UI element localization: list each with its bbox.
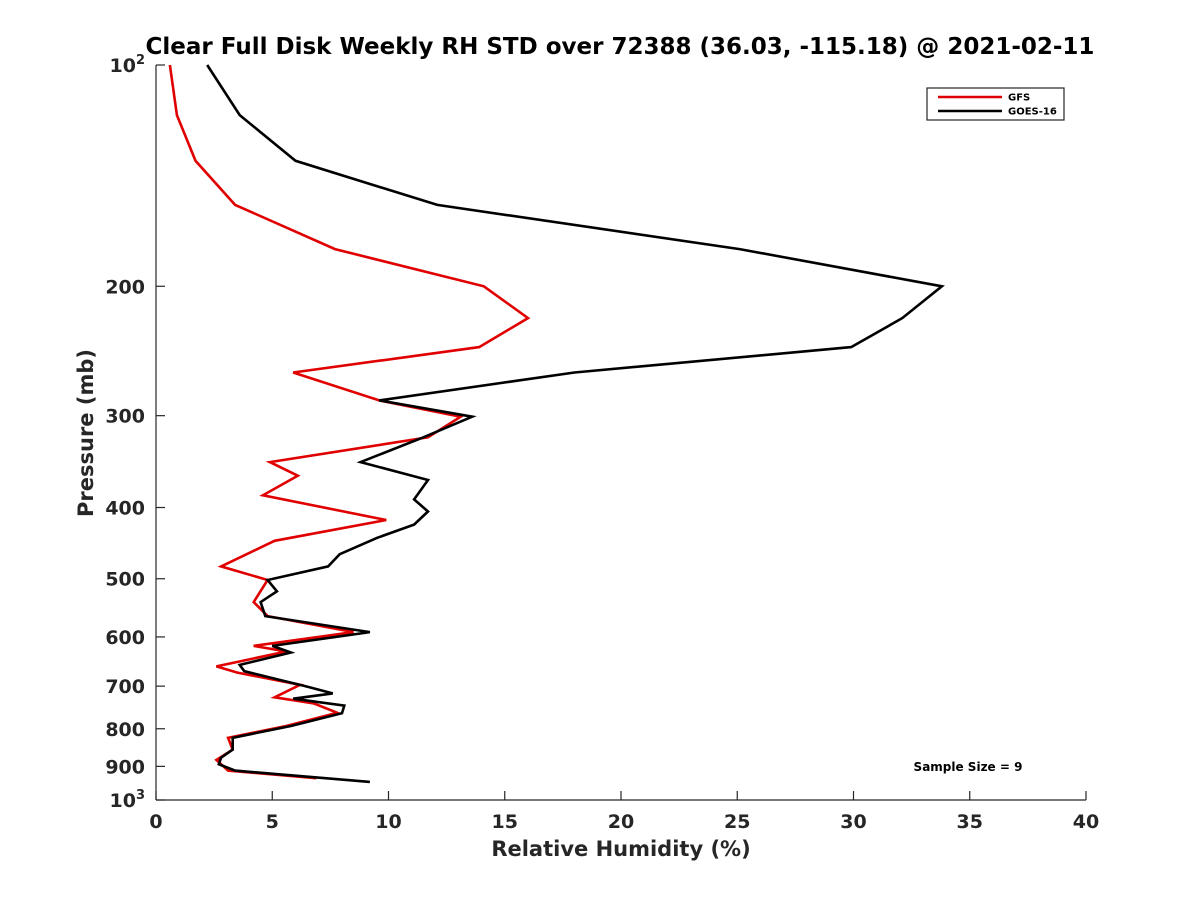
x-tick-label: 30 xyxy=(840,811,866,833)
legend-label: GFS xyxy=(1008,93,1030,104)
x-axis-label: Relative Humidity (%) xyxy=(491,837,750,861)
x-tick-label: 20 xyxy=(608,811,634,833)
legend: GFS GOES-16 xyxy=(926,87,1065,121)
x-axis-ticks: 0 5 10 15 20 25 30 35 40 xyxy=(149,791,1099,833)
x-tick-label: 15 xyxy=(492,811,518,833)
y-tick-label: 200 xyxy=(105,276,145,298)
y-tick-label: 900 xyxy=(105,756,145,778)
y-tick-label: 102 xyxy=(110,53,146,77)
y-tick-label: 700 xyxy=(105,676,145,698)
y-axis-label: Pressure (mb) xyxy=(74,349,98,517)
sample-size-annotation: Sample Size = 9 xyxy=(914,760,1023,774)
x-tick-label: 0 xyxy=(149,811,162,833)
series-layer xyxy=(168,64,945,784)
y-tick-label: 600 xyxy=(105,627,145,649)
y-tick-label: 400 xyxy=(105,498,145,520)
y-tick-label: 103 xyxy=(110,788,146,812)
series-line-goes-16 xyxy=(206,64,945,784)
x-tick-label: 5 xyxy=(266,811,279,833)
y-axis-ticks: 102 200 300 400 500 600 700 800 900 103 xyxy=(105,53,165,812)
x-tick-label: 10 xyxy=(375,811,401,833)
x-tick-label: 40 xyxy=(1073,811,1099,833)
x-tick-label: 25 xyxy=(724,811,750,833)
chart-title: Clear Full Disk Weekly RH STD over 72388… xyxy=(146,34,1095,60)
y-tick-label: 300 xyxy=(105,406,145,428)
y-tick-label: 800 xyxy=(105,719,145,741)
series-line-gfs xyxy=(168,64,531,780)
plot-area xyxy=(155,65,1086,801)
legend-box xyxy=(926,87,1065,121)
y-tick-label: 500 xyxy=(105,569,145,591)
x-tick-label: 35 xyxy=(957,811,983,833)
legend-label: GOES-16 xyxy=(1008,107,1057,118)
